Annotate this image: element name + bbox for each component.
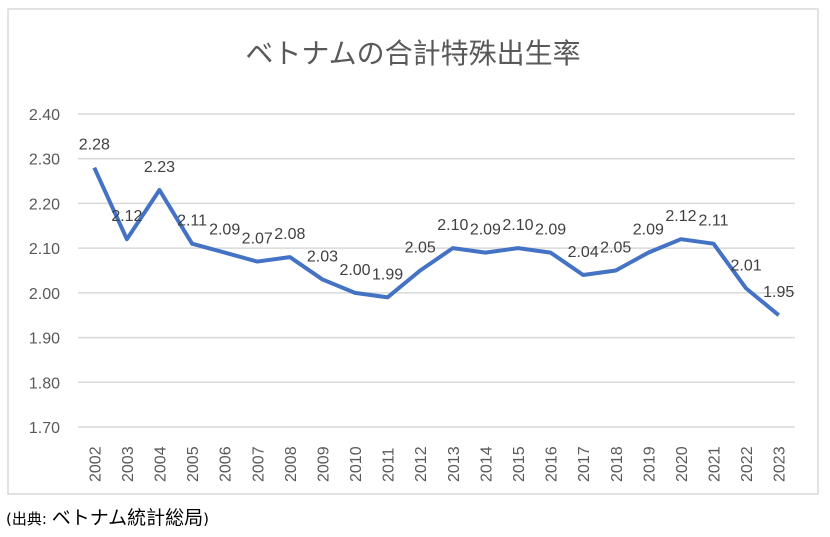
data-label: 2.12 bbox=[111, 208, 142, 225]
x-tick-label: 2017 bbox=[576, 446, 593, 482]
x-tick-label: 2003 bbox=[120, 446, 137, 482]
data-label: 2.10 bbox=[437, 217, 468, 234]
y-tick-label: 1.80 bbox=[29, 375, 60, 392]
data-label: 1.99 bbox=[372, 266, 403, 283]
x-tick-label: 2015 bbox=[511, 446, 528, 482]
x-tick-label: 2002 bbox=[87, 446, 104, 482]
data-label: 2.10 bbox=[502, 217, 533, 234]
x-tick-label: 2013 bbox=[446, 446, 463, 482]
x-tick-label: 2010 bbox=[348, 446, 365, 482]
data-label: 2.01 bbox=[731, 257, 762, 274]
data-label: 2.00 bbox=[339, 262, 370, 279]
data-label: 2.09 bbox=[209, 222, 240, 239]
y-tick-label: 2.30 bbox=[29, 152, 60, 169]
data-label: 2.03 bbox=[307, 248, 338, 265]
x-tick-label: 2008 bbox=[283, 446, 300, 482]
y-tick-label: 1.70 bbox=[29, 420, 60, 437]
x-tick-label: 2020 bbox=[674, 446, 691, 482]
x-tick-label: 2021 bbox=[707, 446, 724, 482]
chart-frame bbox=[7, 8, 819, 495]
data-label: 2.23 bbox=[144, 159, 175, 176]
data-label: 2.11 bbox=[699, 213, 729, 230]
data-label: 2.28 bbox=[79, 137, 110, 154]
x-tick-label: 2019 bbox=[641, 446, 658, 482]
y-tick-label: 2.20 bbox=[29, 196, 60, 213]
y-tick-label: 2.00 bbox=[29, 286, 60, 303]
x-tick-label: 2014 bbox=[478, 446, 495, 482]
data-label: 2.07 bbox=[242, 231, 273, 248]
source-prefix: (出典: bbox=[6, 510, 52, 528]
x-tick-label: 2006 bbox=[218, 446, 235, 482]
series-line bbox=[92, 166, 780, 317]
data-label: 2.09 bbox=[470, 222, 501, 239]
data-label: 2.08 bbox=[274, 226, 305, 243]
chart-title: ベトナムの合計特殊出生率 bbox=[245, 37, 580, 70]
x-tick-label: 2016 bbox=[544, 446, 561, 482]
source-suffix: ) bbox=[203, 510, 209, 528]
data-label: 2.09 bbox=[535, 222, 566, 239]
source-name: ベトナム統計総局 bbox=[51, 507, 204, 529]
x-tick-label: 2018 bbox=[609, 446, 626, 482]
y-tick-label: 1.90 bbox=[29, 331, 60, 348]
x-tick-label: 2005 bbox=[185, 446, 202, 482]
data-label: 2.11 bbox=[177, 213, 207, 230]
data-label: 2.04 bbox=[568, 244, 599, 261]
y-tick-label: 2.40 bbox=[29, 107, 60, 124]
x-tick-label: 2012 bbox=[413, 446, 430, 482]
data-label: 1.95 bbox=[763, 284, 794, 301]
data-label: 2.05 bbox=[405, 240, 436, 257]
x-tick-label: 2004 bbox=[152, 446, 169, 482]
x-tick-label: 2007 bbox=[250, 446, 267, 482]
data-label: 2.05 bbox=[600, 240, 631, 257]
x-tick-label: 2009 bbox=[315, 446, 332, 482]
x-tick-label: 2011 bbox=[381, 447, 398, 482]
source-note: (出典: ベトナム統計総局) bbox=[6, 503, 209, 530]
y-tick-label: 2.10 bbox=[29, 241, 60, 258]
data-label: 2.09 bbox=[633, 222, 664, 239]
x-tick-label: 2022 bbox=[739, 446, 756, 482]
data-label: 2.12 bbox=[665, 208, 696, 225]
x-tick-label: 2023 bbox=[772, 446, 789, 482]
